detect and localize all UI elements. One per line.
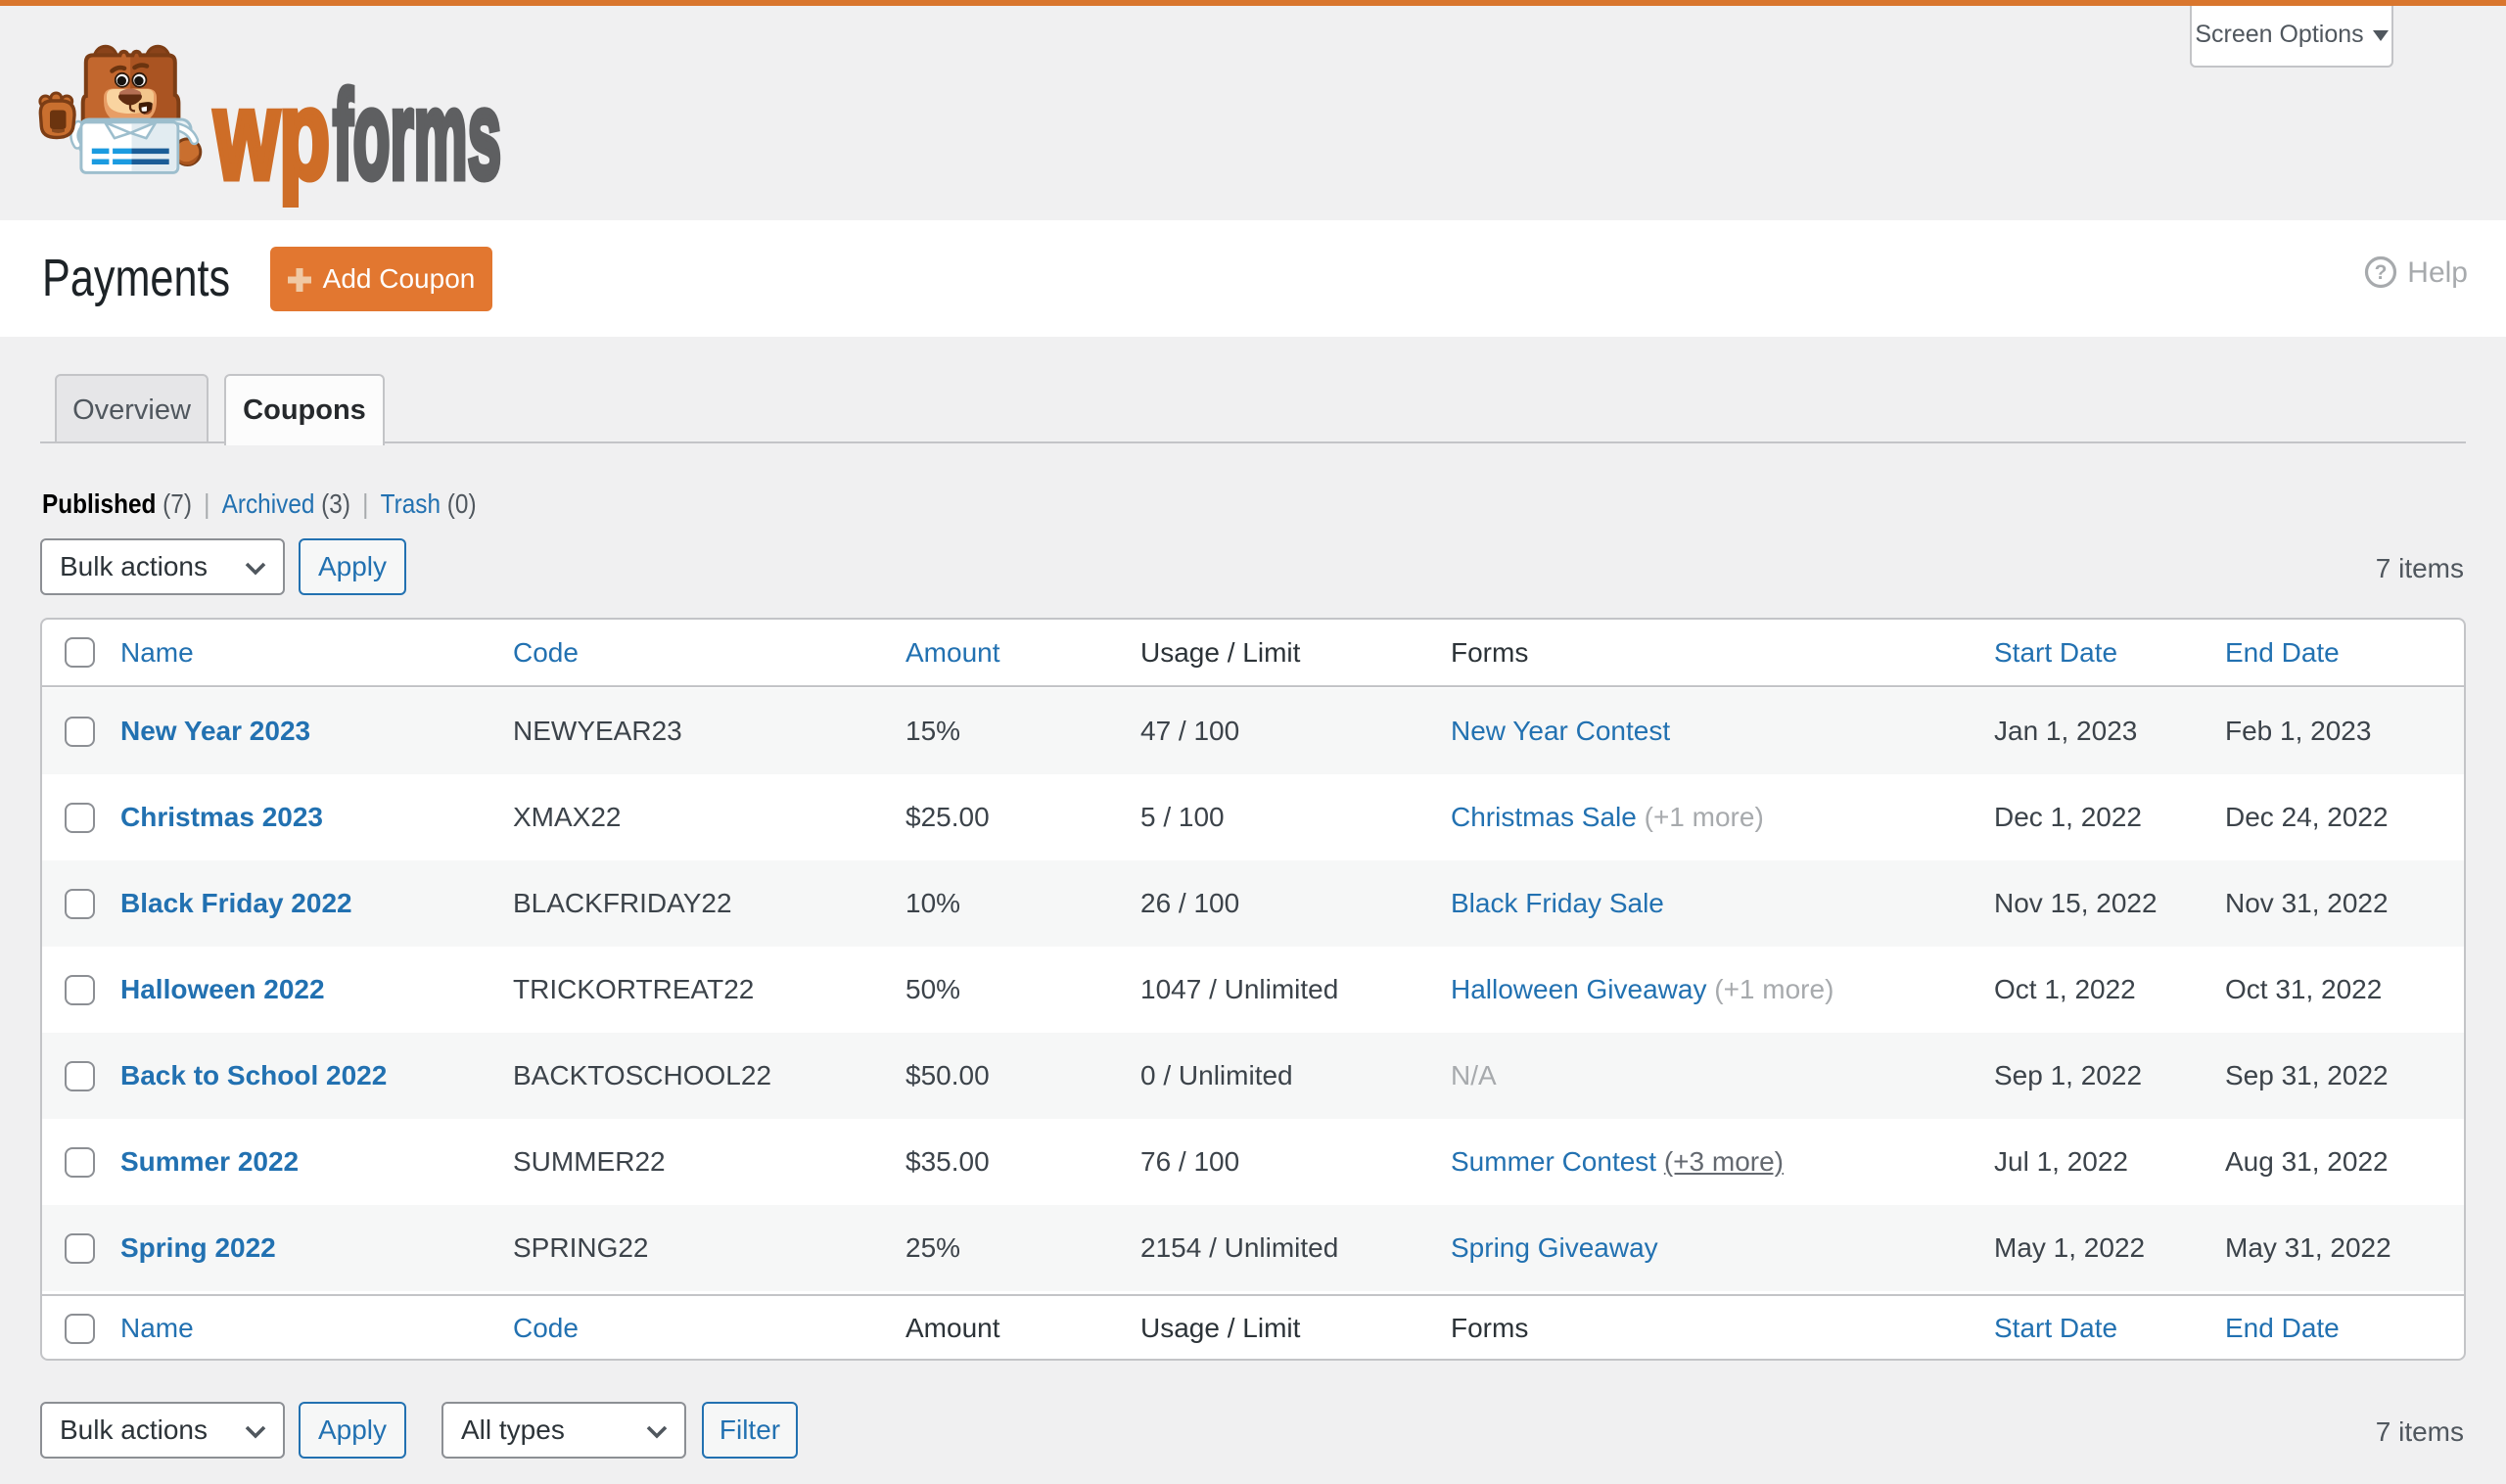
svg-text:?: ?	[2375, 261, 2388, 284]
svg-text:forms: forms	[333, 66, 501, 206]
svg-text:wp: wp	[213, 66, 330, 206]
